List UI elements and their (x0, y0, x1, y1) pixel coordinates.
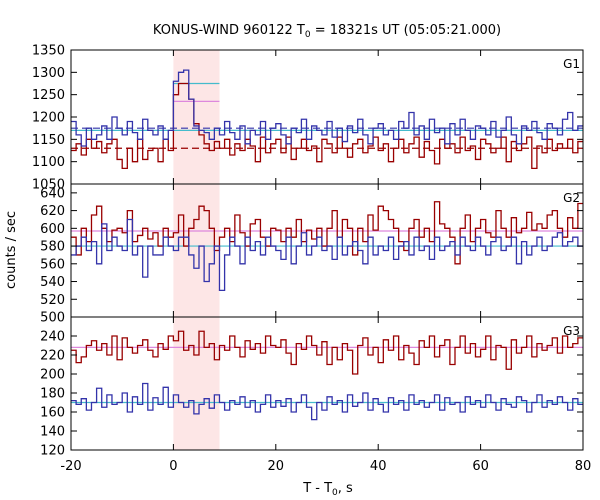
x-tick-label: 60 (472, 459, 489, 474)
x-label-text-b: , s (338, 481, 353, 496)
y-tick-label: 1100 (32, 155, 65, 170)
series-step-blue (71, 382, 583, 421)
panel-label: G1 (563, 57, 580, 71)
y-tick-label: 620 (40, 204, 65, 219)
shaded-interval (173, 184, 220, 317)
x-tick-label: 40 (370, 459, 387, 474)
panel-g2 (71, 184, 583, 317)
y-tick-label: 1200 (32, 111, 65, 126)
plot-area: 1050110011501200125013001350G15005205405… (32, 44, 591, 475)
title-text-b: = 18321s UT (05:05:21.000) (311, 23, 501, 38)
y-tick-label: 500 (40, 311, 65, 326)
y-tick-label: 1350 (32, 44, 65, 59)
panel-g1 (71, 50, 583, 184)
y-tick-label: 1250 (32, 88, 65, 103)
x-tick-label: 20 (268, 459, 285, 474)
y-tick-label: 600 (40, 222, 65, 237)
x-tick-label: -20 (60, 459, 81, 474)
y-tick-label: 580 (40, 240, 65, 255)
panel-label: G2 (563, 191, 580, 205)
panel-label: G3 (563, 324, 580, 338)
series-step-red (71, 82, 583, 170)
title-text-a: KONUS-WIND 960122 T (153, 23, 305, 38)
series-step-blue (71, 69, 583, 147)
title-subscript: 0 (305, 30, 311, 40)
panel-g3 (71, 317, 583, 450)
series-step-red (71, 330, 583, 375)
y-tick-label: 240 (40, 330, 65, 345)
y-tick-label: 180 (40, 387, 65, 402)
x-tick-label: 0 (169, 459, 177, 474)
x-axis-label: T - T0, s (302, 481, 353, 498)
series-step-blue (71, 218, 583, 292)
y-tick-label: 1050 (32, 178, 65, 193)
y-tick-label: 120 (40, 444, 65, 459)
panel-frame (70, 316, 584, 451)
y-tick-label: 160 (40, 406, 65, 421)
y-tick-label: 1300 (32, 66, 65, 81)
series-step-red (71, 201, 583, 265)
x-label-text-a: T - T (302, 481, 332, 496)
y-tick-label: 540 (40, 275, 65, 290)
y-tick-label: 140 (40, 425, 65, 440)
y-tick-label: 1150 (32, 133, 65, 148)
y-tick-label: 200 (40, 368, 65, 383)
x-label-subscript: 0 (332, 488, 338, 498)
shaded-interval (173, 317, 220, 450)
y-tick-label: 560 (40, 257, 65, 272)
shaded-interval (173, 50, 220, 184)
y-tick-label: 640 (40, 186, 65, 201)
y-tick-label: 520 (40, 293, 65, 308)
y-axis-label: counts / sec (4, 211, 19, 289)
y-tick-label: 220 (40, 349, 65, 364)
chart-title: KONUS-WIND 960122 T0 = 18321s UT (05:05:… (153, 23, 501, 40)
x-tick-label: 80 (575, 459, 592, 474)
